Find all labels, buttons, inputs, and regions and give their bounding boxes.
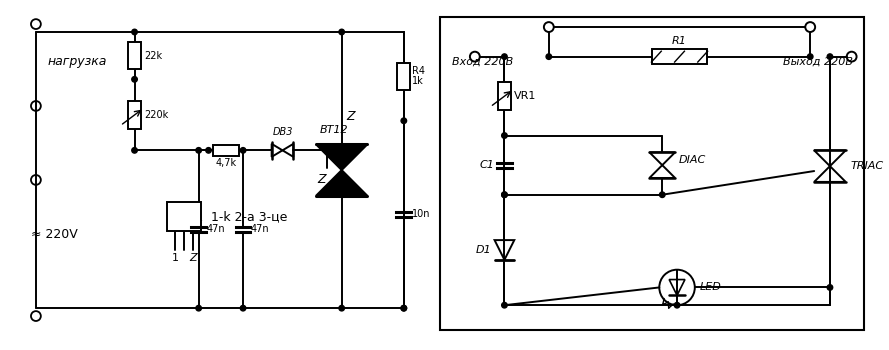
Text: 220k: 220k <box>144 110 168 120</box>
Text: Z: Z <box>347 110 356 123</box>
Text: 47n: 47n <box>251 224 269 234</box>
Text: Z: Z <box>317 173 326 186</box>
Circle shape <box>501 302 508 308</box>
Text: LED: LED <box>700 282 722 293</box>
Circle shape <box>132 29 137 35</box>
Text: Z: Z <box>189 253 196 263</box>
Text: 1-k 2-a 3-це: 1-k 2-a 3-це <box>212 210 288 223</box>
Text: 4,7k: 4,7k <box>215 158 236 168</box>
Text: Выход 220В: Выход 220В <box>782 57 853 66</box>
Text: 1: 1 <box>172 253 179 263</box>
Text: VR1: VR1 <box>514 91 536 101</box>
Bar <box>397 63 410 90</box>
Circle shape <box>401 306 406 311</box>
Bar <box>440 17 864 330</box>
Text: 47n: 47n <box>206 224 225 234</box>
Circle shape <box>324 148 330 153</box>
Circle shape <box>827 285 833 290</box>
Circle shape <box>807 54 813 60</box>
Polygon shape <box>316 145 367 170</box>
Circle shape <box>501 54 508 60</box>
Text: TRIAC: TRIAC <box>851 161 884 171</box>
Text: 22k: 22k <box>144 51 162 61</box>
Text: BT12: BT12 <box>319 125 348 134</box>
Text: ≈ 220V: ≈ 220V <box>31 228 77 241</box>
Circle shape <box>240 306 246 311</box>
Bar <box>498 82 511 110</box>
Bar <box>128 42 141 69</box>
Circle shape <box>501 192 508 197</box>
Text: R4: R4 <box>412 66 425 76</box>
Circle shape <box>546 54 551 60</box>
Circle shape <box>401 306 406 311</box>
Text: DIAC: DIAC <box>679 155 706 165</box>
Circle shape <box>339 306 344 311</box>
Polygon shape <box>316 170 367 196</box>
Bar <box>653 49 707 64</box>
Text: C1: C1 <box>480 160 494 170</box>
Text: 1k: 1k <box>412 76 423 86</box>
Text: Вход 220В: Вход 220В <box>453 57 514 66</box>
Circle shape <box>827 54 833 60</box>
Bar <box>213 145 238 156</box>
Circle shape <box>339 29 344 35</box>
Bar <box>167 202 201 231</box>
Text: нагрузка: нагрузка <box>48 55 107 68</box>
Text: DB3: DB3 <box>272 127 292 136</box>
Circle shape <box>205 148 212 153</box>
Circle shape <box>674 302 680 308</box>
Circle shape <box>196 306 202 311</box>
Circle shape <box>660 192 665 197</box>
Circle shape <box>196 148 202 153</box>
Circle shape <box>501 192 508 197</box>
Text: D1: D1 <box>476 245 492 255</box>
Circle shape <box>132 77 137 82</box>
Circle shape <box>132 148 137 153</box>
Circle shape <box>501 133 508 138</box>
Bar <box>128 101 141 129</box>
Text: R1: R1 <box>672 36 687 46</box>
Text: 10n: 10n <box>412 209 430 219</box>
Circle shape <box>240 148 246 153</box>
Circle shape <box>401 118 406 124</box>
